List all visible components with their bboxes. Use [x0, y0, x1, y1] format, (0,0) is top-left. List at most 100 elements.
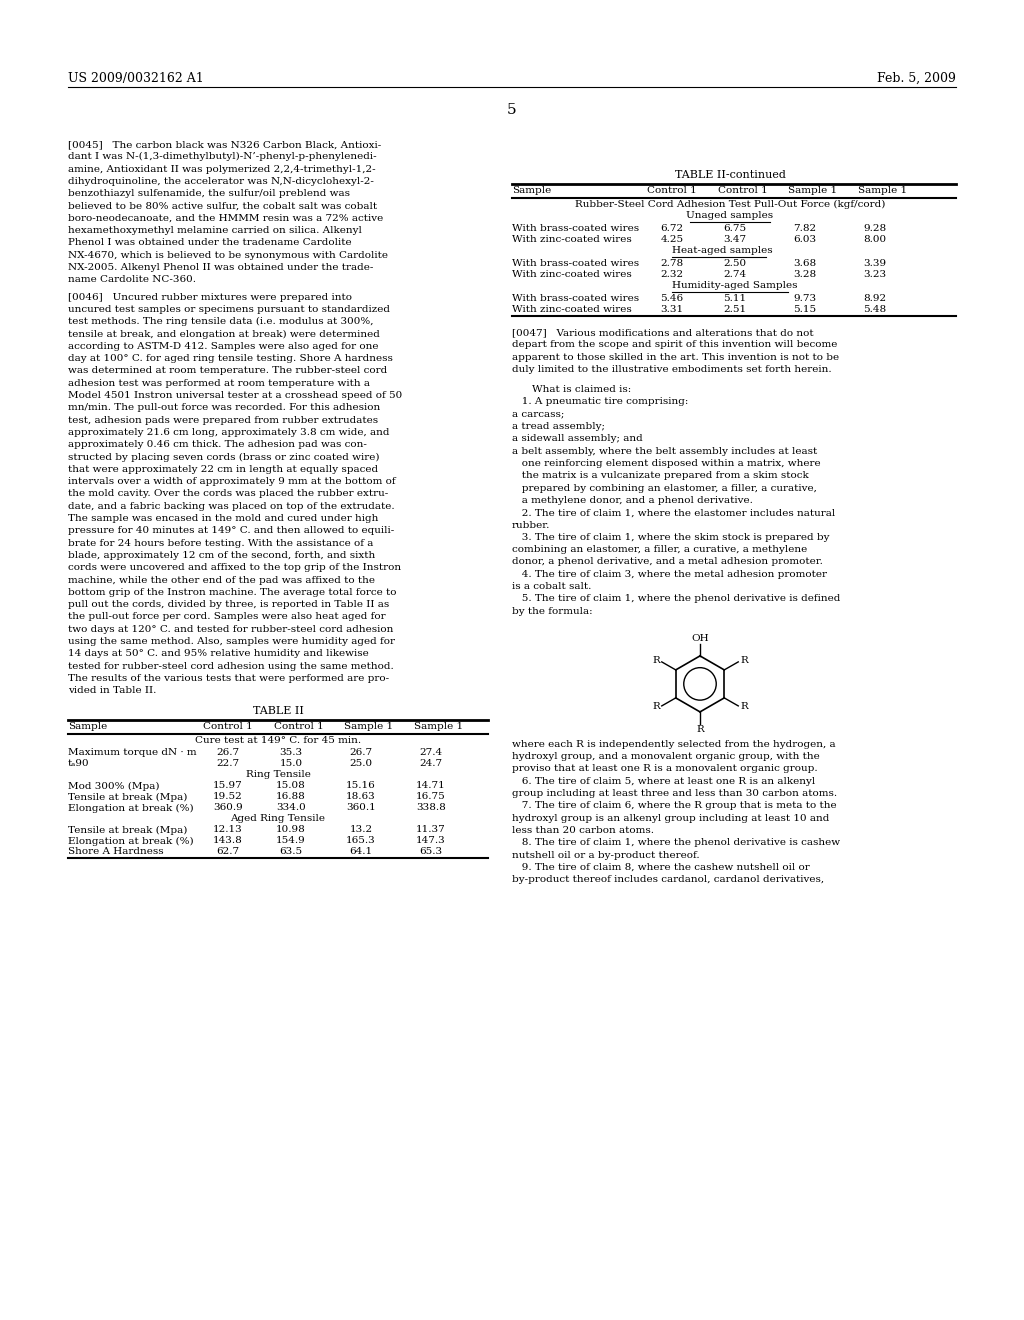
Text: a methylene donor, and a phenol derivative.: a methylene donor, and a phenol derivati… [512, 496, 753, 506]
Text: was determined at room temperature. The rubber-steel cord: was determined at room temperature. The … [68, 367, 387, 375]
Text: Elongation at break (%): Elongation at break (%) [68, 804, 194, 813]
Text: 16.75: 16.75 [416, 792, 445, 801]
Text: Control 1: Control 1 [647, 186, 697, 195]
Text: pressure for 40 minutes at 149° C. and then allowed to equili-: pressure for 40 minutes at 149° C. and t… [68, 527, 394, 536]
Text: What is claimed is:: What is claimed is: [532, 385, 631, 395]
Text: Sample 1: Sample 1 [415, 722, 464, 731]
Text: 14 days at 50° C. and 95% relative humidity and likewise: 14 days at 50° C. and 95% relative humid… [68, 649, 369, 659]
Text: 15.0: 15.0 [280, 759, 302, 768]
Text: Phenol I was obtained under the tradename Cardolite: Phenol I was obtained under the tradenam… [68, 239, 351, 247]
Text: date, and a fabric backing was placed on top of the extrudate.: date, and a fabric backing was placed on… [68, 502, 394, 511]
Text: by the formula:: by the formula: [512, 607, 593, 615]
Text: tensile at break, and elongation at break) were determined: tensile at break, and elongation at brea… [68, 330, 380, 339]
Text: a tread assembly;: a tread assembly; [512, 422, 605, 432]
Text: Control 1: Control 1 [203, 722, 253, 731]
Text: believed to be 80% active sulfur, the cobalt salt was cobalt: believed to be 80% active sulfur, the co… [68, 202, 377, 210]
Text: 2.74: 2.74 [723, 271, 746, 279]
Text: TABLE II: TABLE II [253, 706, 303, 717]
Text: 3. The tire of claim 1, where the skim stock is prepared by: 3. The tire of claim 1, where the skim s… [512, 533, 829, 541]
Text: 65.3: 65.3 [420, 847, 442, 857]
Text: boro-neodecanoate, and the HMMM resin was a 72% active: boro-neodecanoate, and the HMMM resin wa… [68, 214, 383, 223]
Text: 9.73: 9.73 [794, 294, 816, 304]
Text: one reinforcing element disposed within a matrix, where: one reinforcing element disposed within … [512, 459, 820, 469]
Text: hydroxyl group is an alkenyl group including at least 10 and: hydroxyl group is an alkenyl group inclu… [512, 813, 829, 822]
Text: 16.88: 16.88 [276, 792, 306, 801]
Text: [0046]   Uncured rubber mixtures were prepared into: [0046] Uncured rubber mixtures were prep… [68, 293, 352, 301]
Text: 334.0: 334.0 [276, 804, 306, 813]
Text: 62.7: 62.7 [216, 847, 240, 857]
Text: machine, while the other end of the pad was affixed to the: machine, while the other end of the pad … [68, 576, 375, 585]
Text: a belt assembly, where the belt assembly includes at least: a belt assembly, where the belt assembly… [512, 446, 817, 455]
Text: a carcass;: a carcass; [512, 409, 564, 418]
Text: 11.37: 11.37 [416, 825, 445, 834]
Text: 13.2: 13.2 [349, 825, 373, 834]
Text: With brass-coated wires: With brass-coated wires [512, 224, 639, 234]
Text: the pull-out force per cord. Samples were also heat aged for: the pull-out force per cord. Samples wer… [68, 612, 386, 622]
Text: Sample 1: Sample 1 [344, 722, 393, 731]
Text: dant I was N-(1,3-dimethylbutyl)-N’-phenyl-p-phenylenedi-: dant I was N-(1,3-dimethylbutyl)-N’-phen… [68, 152, 377, 161]
Text: Unaged samples: Unaged samples [686, 211, 773, 220]
Text: tₐ90: tₐ90 [68, 759, 90, 768]
Text: cords were uncovered and affixed to the top grip of the Instron: cords were uncovered and affixed to the … [68, 564, 401, 572]
Text: 15.97: 15.97 [213, 781, 243, 791]
Text: Sample: Sample [68, 722, 108, 731]
Text: 2.51: 2.51 [723, 305, 746, 314]
Text: 2. The tire of claim 1, where the elastomer includes natural: 2. The tire of claim 1, where the elasto… [512, 508, 836, 517]
Text: 7.82: 7.82 [794, 224, 816, 234]
Text: R: R [740, 702, 748, 711]
Text: 360.1: 360.1 [346, 804, 376, 813]
Text: prepared by combining an elastomer, a filler, a curative,: prepared by combining an elastomer, a fi… [512, 483, 817, 492]
Text: 154.9: 154.9 [276, 837, 306, 846]
Text: 2.32: 2.32 [660, 271, 684, 279]
Text: 5.11: 5.11 [723, 294, 746, 304]
Text: day at 100° C. for aged ring tensile testing. Shore A hardness: day at 100° C. for aged ring tensile tes… [68, 354, 393, 363]
Text: blade, approximately 12 cm of the second, forth, and sixth: blade, approximately 12 cm of the second… [68, 550, 375, 560]
Text: intervals over a width of approximately 9 mm at the bottom of: intervals over a width of approximately … [68, 477, 395, 486]
Text: 27.4: 27.4 [420, 748, 442, 758]
Text: test methods. The ring tensile data (i.e. modulus at 300%,: test methods. The ring tensile data (i.e… [68, 317, 374, 326]
Text: 9. The tire of claim 8, where the cashew nutshell oil or: 9. The tire of claim 8, where the cashew… [512, 863, 810, 873]
Text: less than 20 carbon atoms.: less than 20 carbon atoms. [512, 826, 654, 836]
Text: 3.23: 3.23 [863, 271, 887, 279]
Text: Humidity-aged Samples: Humidity-aged Samples [672, 281, 798, 290]
Text: is a cobalt salt.: is a cobalt salt. [512, 582, 592, 591]
Text: 64.1: 64.1 [349, 847, 373, 857]
Text: 5.48: 5.48 [863, 305, 887, 314]
Text: R: R [652, 656, 659, 665]
Text: duly limited to the illustrative embodiments set forth herein.: duly limited to the illustrative embodim… [512, 364, 831, 374]
Text: benzothiazyl sulfenamide, the sulfur/oil preblend was: benzothiazyl sulfenamide, the sulfur/oil… [68, 189, 350, 198]
Text: depart from the scope and spirit of this invention will become: depart from the scope and spirit of this… [512, 341, 838, 350]
Text: Sample 1: Sample 1 [858, 186, 907, 195]
Text: 24.7: 24.7 [420, 759, 442, 768]
Text: 26.7: 26.7 [349, 748, 373, 758]
Text: Mod 300% (Mpa): Mod 300% (Mpa) [68, 781, 160, 791]
Text: rubber.: rubber. [512, 520, 550, 529]
Text: 2.50: 2.50 [723, 259, 746, 268]
Text: dihydroquinoline, the accelerator was N,N-dicyclohexyl-2-: dihydroquinoline, the accelerator was N,… [68, 177, 374, 186]
Text: Ring Tensile: Ring Tensile [246, 771, 310, 780]
Text: Heat-aged samples: Heat-aged samples [672, 246, 773, 255]
Text: The sample was encased in the mold and cured under high: The sample was encased in the mold and c… [68, 513, 379, 523]
Text: Model 4501 Instron universal tester at a crosshead speed of 50: Model 4501 Instron universal tester at a… [68, 391, 402, 400]
Text: [0047]   Various modifications and alterations that do not: [0047] Various modifications and alterat… [512, 327, 814, 337]
Text: 26.7: 26.7 [216, 748, 240, 758]
Text: amine, Antioxidant II was polymerized 2,2,4-trimethyl-1,2-: amine, Antioxidant II was polymerized 2,… [68, 165, 376, 174]
Text: NX-2005. Alkenyl Phenol II was obtained under the trade-: NX-2005. Alkenyl Phenol II was obtained … [68, 263, 374, 272]
Text: name Cardolite NC-360.: name Cardolite NC-360. [68, 276, 196, 284]
Text: 147.3: 147.3 [416, 837, 445, 846]
Text: mn/min. The pull-out force was recorded. For this adhesion: mn/min. The pull-out force was recorded.… [68, 404, 380, 412]
Text: hexamethoxymethyl melamine carried on silica. Alkenyl: hexamethoxymethyl melamine carried on si… [68, 226, 361, 235]
Text: combining an elastomer, a filler, a curative, a methylene: combining an elastomer, a filler, a cura… [512, 545, 807, 554]
Text: 2.78: 2.78 [660, 259, 684, 268]
Text: 3.68: 3.68 [794, 259, 816, 268]
Text: With brass-coated wires: With brass-coated wires [512, 259, 639, 268]
Text: bottom grip of the Instron machine. The average total force to: bottom grip of the Instron machine. The … [68, 587, 396, 597]
Text: 35.3: 35.3 [280, 748, 302, 758]
Text: approximately 0.46 cm thick. The adhesion pad was con-: approximately 0.46 cm thick. The adhesio… [68, 440, 367, 449]
Text: Feb. 5, 2009: Feb. 5, 2009 [878, 73, 956, 84]
Text: 9.28: 9.28 [863, 224, 887, 234]
Text: 8. The tire of claim 1, where the phenol derivative is cashew: 8. The tire of claim 1, where the phenol… [512, 838, 840, 847]
Text: proviso that at least one R is a monovalent organic group.: proviso that at least one R is a monoval… [512, 764, 817, 774]
Text: 5.46: 5.46 [660, 294, 684, 304]
Text: 10.98: 10.98 [276, 825, 306, 834]
